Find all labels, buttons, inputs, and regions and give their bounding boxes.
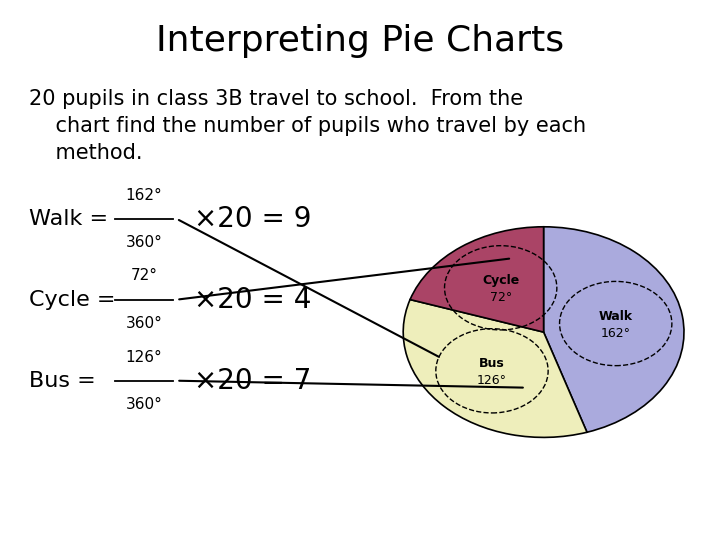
Wedge shape	[410, 227, 544, 332]
Text: ×20 = 4: ×20 = 4	[194, 286, 312, 314]
Text: Interpreting Pie Charts: Interpreting Pie Charts	[156, 24, 564, 58]
Text: 360°: 360°	[125, 235, 163, 250]
Text: Walk: Walk	[598, 310, 633, 323]
Text: 162°: 162°	[125, 187, 163, 202]
Text: Bus =: Bus =	[29, 370, 103, 391]
Text: 162°: 162°	[600, 327, 631, 340]
Wedge shape	[544, 227, 684, 432]
Text: Walk =: Walk =	[29, 208, 115, 229]
Text: 126°: 126°	[477, 374, 507, 387]
Text: ×20 = 9: ×20 = 9	[194, 205, 312, 233]
Text: 72°: 72°	[490, 291, 512, 304]
Text: 20 pupils in class 3B travel to school.  From the: 20 pupils in class 3B travel to school. …	[29, 89, 523, 109]
Text: 72°: 72°	[130, 268, 158, 284]
Text: method.: method.	[29, 143, 143, 163]
Text: 360°: 360°	[125, 316, 163, 331]
Text: chart find the number of pupils who travel by each: chart find the number of pupils who trav…	[29, 116, 586, 136]
Text: ×20 = 7: ×20 = 7	[194, 367, 312, 395]
Text: 360°: 360°	[125, 397, 163, 412]
Text: Bus: Bus	[479, 357, 505, 370]
Text: Cycle: Cycle	[482, 274, 519, 287]
Wedge shape	[403, 300, 587, 437]
Text: Cycle =: Cycle =	[29, 289, 122, 310]
Text: 126°: 126°	[125, 349, 163, 364]
